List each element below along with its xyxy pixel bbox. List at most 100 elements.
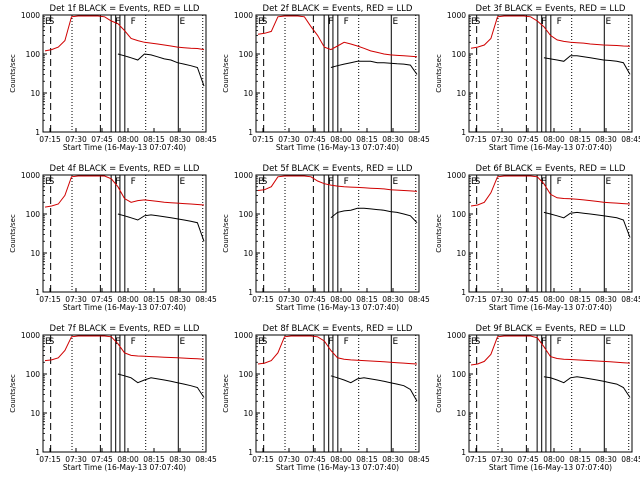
y-tick-label: 1 [248,128,253,137]
marker-label: E [179,177,185,187]
detector-panel-6: Det 6f BLACK = Events, RED = LLD 1 10 100 10… [435,164,640,312]
x-tick-label: 08:30 [169,455,191,464]
y-axis-label: Counts/sec [9,374,17,413]
x-axis-label: Start Time (16-May-13 07:07:40) [63,143,186,152]
x-tick-label: 07:30 [491,135,513,144]
panel-title: Det 9f BLACK = Events, RED = LLD [476,324,626,334]
x-tick-label: 08:00 [330,455,352,464]
x-tick-label: 08:30 [382,295,404,304]
x-tick-label: 08:45 [408,455,430,464]
marker-label: F [344,177,349,187]
x-tick-label: 07:45 [91,455,113,464]
marker-label: F [131,177,136,187]
x-tick-label: 07:30 [491,455,513,464]
marker-label: F [328,177,333,187]
y-tick-label: 10 [30,249,40,258]
lld-series-line [470,335,631,366]
y-tick-label: 1 [35,288,40,297]
events-series-line [543,211,631,238]
y-axis-label: Counts/sec [435,214,443,253]
marker-label: F [344,337,349,347]
events-series-line [117,373,205,398]
x-axis-label: Start Time (16-May-13 07:07:40) [276,463,399,472]
marker-label: E [471,177,477,187]
y-axis-label: Counts/sec [435,54,443,93]
marker-label: F [115,177,120,187]
x-tick-label: 07:30 [278,295,300,304]
marker-label: F [557,177,562,187]
panel-title: Det 5f BLACK = Events, RED = LLD [263,164,413,174]
x-tick-label: 07:30 [65,295,87,304]
marker-label: E [45,177,51,187]
lld-series-line [44,175,205,208]
x-tick-label: 07:45 [517,135,539,144]
x-axis-label: Start Time (16-May-13 07:07:40) [489,143,612,152]
y-tick-label: 1 [35,448,40,457]
y-tick-label: 1000 [447,331,466,340]
x-axis-label: Start Time (16-May-13 07:07:40) [63,303,186,312]
x-axis-label: Start Time (16-May-13 07:07:40) [489,463,612,472]
x-tick-label: 07:15 [465,295,487,304]
marker-label: E [392,177,398,187]
x-tick-label: 07:15 [39,135,61,144]
marker-label: S [49,177,55,187]
marker-label: F [541,337,546,347]
events-series-line [543,376,631,398]
marker-label: S [475,177,481,187]
marker-label: F [557,17,562,27]
lld-series-line [470,15,631,49]
x-tick-label: 08:45 [621,135,640,144]
x-tick-label: 08:00 [330,135,352,144]
x-tick-label: 07:15 [252,135,274,144]
y-tick-label: 10 [30,89,40,98]
x-tick-label: 08:30 [169,135,191,144]
marker-label: S [262,17,268,27]
x-tick-label: 08:45 [408,135,430,144]
events-series-line [543,55,631,75]
y-tick-label: 1000 [21,11,40,20]
x-tick-label: 08:15 [356,135,378,144]
y-tick-label: 1 [461,128,466,137]
x-tick-label: 08:00 [117,455,139,464]
y-tick-label: 100 [239,370,254,379]
x-tick-label: 08:30 [169,295,191,304]
y-tick-label: 10 [456,249,466,258]
marker-label: F [541,177,546,187]
x-tick-label: 08:00 [330,295,352,304]
panel-title: Det 1f BLACK = Events, RED = LLD [50,4,200,14]
x-tick-label: 07:45 [91,295,113,304]
x-tick-label: 08:00 [117,135,139,144]
x-tick-label: 08:30 [595,135,617,144]
x-tick-label: 07:45 [304,455,326,464]
x-tick-label: 08:00 [543,295,565,304]
marker-label: S [262,177,268,187]
y-axis-label: Counts/sec [222,374,230,413]
marker-label: E [605,17,611,27]
x-tick-label: 07:45 [304,295,326,304]
x-tick-label: 08:15 [356,295,378,304]
x-tick-label: 07:30 [65,135,87,144]
y-tick-label: 1000 [234,171,253,180]
x-tick-label: 08:45 [195,455,217,464]
y-tick-label: 100 [452,210,467,219]
x-tick-label: 08:30 [595,455,617,464]
y-tick-label: 10 [243,409,253,418]
x-tick-label: 08:00 [117,295,139,304]
y-tick-label: 10 [30,409,40,418]
y-tick-label: 100 [452,50,467,59]
y-tick-label: 100 [239,50,254,59]
detector-panel-1: Det 1f BLACK = Events, RED = LLD 1 10 100 10… [9,4,217,152]
x-tick-label: 08:15 [569,455,591,464]
x-tick-label: 08:15 [143,295,165,304]
x-tick-label: 07:30 [491,295,513,304]
lld-series-line [44,335,205,362]
y-tick-label: 10 [456,89,466,98]
events-series-line [330,375,418,402]
x-axis-label: Start Time (16-May-13 07:07:40) [276,143,399,152]
y-axis-label: Counts/sec [9,214,17,253]
y-tick-label: 10 [456,409,466,418]
detector-panel-4: Det 4f BLACK = Events, RED = LLD 1 10 100 10… [9,164,217,312]
y-tick-label: 10 [243,249,253,258]
x-tick-label: 07:15 [465,455,487,464]
